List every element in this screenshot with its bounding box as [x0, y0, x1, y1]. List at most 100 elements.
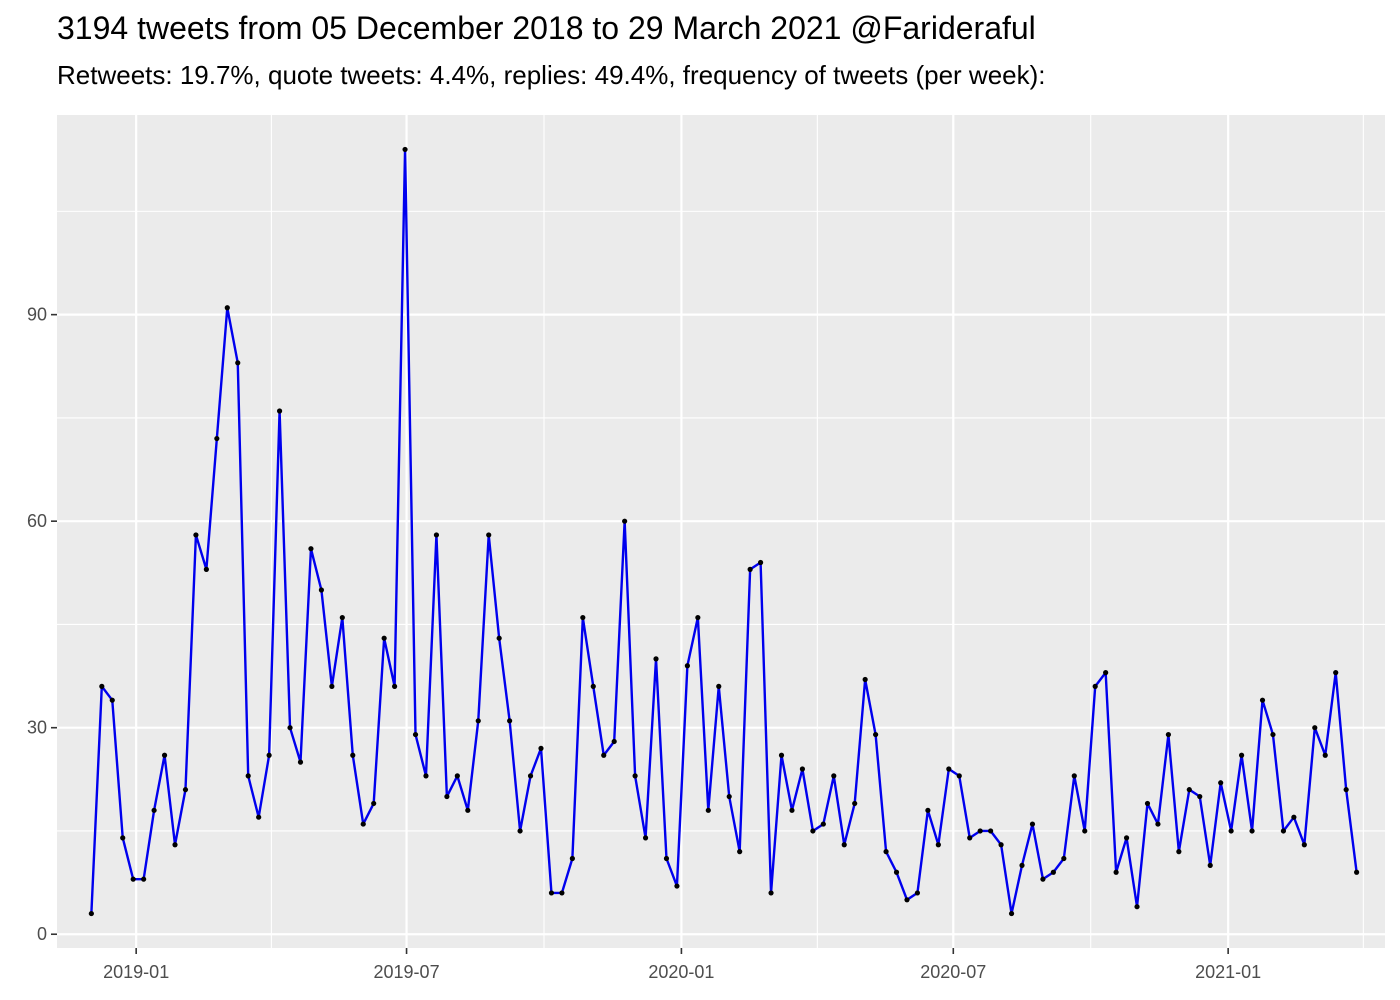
- data-point: [1301, 842, 1307, 848]
- data-point: [778, 752, 785, 758]
- x-tick-label: 2019-07: [374, 962, 440, 982]
- x-tick-label: 2020-01: [648, 962, 714, 982]
- data-point: [1197, 793, 1203, 800]
- data-point: [193, 532, 199, 538]
- data-point: [1019, 862, 1025, 868]
- data-point: [1312, 725, 1318, 731]
- data-point: [1207, 862, 1213, 868]
- data-point: [1249, 828, 1255, 834]
- data-point: [841, 842, 847, 848]
- data-point: [663, 855, 670, 862]
- data-point: [967, 835, 973, 841]
- data-point: [1280, 828, 1287, 834]
- data-point: [1165, 731, 1171, 738]
- data-point: [433, 532, 440, 538]
- data-point: [412, 731, 419, 738]
- data-point: [517, 828, 523, 834]
- data-point: [454, 773, 460, 779]
- data-point: [1113, 869, 1119, 875]
- data-point: [768, 890, 774, 896]
- data-point: [831, 773, 837, 779]
- data-point: [653, 656, 659, 662]
- data-point: [789, 807, 795, 813]
- data-point: [444, 793, 450, 800]
- data-point: [224, 305, 230, 311]
- data-point: [590, 683, 596, 689]
- data-point: [329, 683, 335, 689]
- y-tick-label: 90: [27, 305, 47, 325]
- data-point: [674, 883, 680, 889]
- data-point: [1103, 670, 1109, 676]
- series-layer: [90, 148, 1358, 915]
- data-point: [695, 614, 701, 621]
- data-point: [747, 566, 753, 572]
- minor-gridlines: [57, 115, 1385, 948]
- data-points: [88, 146, 1360, 917]
- data-point: [235, 360, 241, 366]
- x-tick-label: 2019-01: [103, 962, 169, 982]
- data-point: [904, 897, 910, 903]
- data-point: [1343, 787, 1349, 793]
- data-point: [1354, 869, 1360, 875]
- data-point: [716, 683, 722, 689]
- data-point: [998, 842, 1004, 848]
- x-tick-label: 2021-01: [1195, 962, 1261, 982]
- data-point: [1333, 670, 1339, 676]
- plot-panel: [57, 115, 1385, 948]
- data-point: [172, 842, 178, 848]
- data-point: [214, 435, 220, 442]
- data-point: [99, 683, 105, 689]
- data-point: [350, 752, 356, 758]
- data-point: [130, 876, 136, 882]
- data-point: [1071, 773, 1077, 779]
- y-tick-label: 30: [27, 718, 47, 738]
- chart-subtitle: Retweets: 19.7%, quote tweets: 4.4%, rep…: [57, 60, 1046, 90]
- data-point: [1155, 821, 1161, 827]
- data-point: [88, 910, 94, 917]
- data-point: [266, 752, 272, 758]
- data-point: [925, 807, 931, 813]
- data-point: [1092, 683, 1098, 689]
- data-point: [475, 718, 481, 724]
- data-point: [423, 773, 429, 779]
- data-point: [810, 828, 816, 834]
- axis-ticks: [51, 313, 1229, 954]
- data-point: [486, 532, 492, 538]
- data-point: [548, 890, 555, 896]
- data-point: [726, 793, 732, 800]
- x-tick-label: 2020-07: [920, 962, 986, 982]
- data-point: [256, 814, 262, 820]
- data-point: [381, 635, 387, 641]
- data-point: [737, 849, 743, 855]
- data-point: [1134, 904, 1140, 910]
- data-point: [580, 614, 586, 621]
- data-point: [1050, 869, 1056, 875]
- data-point: [1259, 697, 1266, 703]
- data-point: [1186, 787, 1192, 793]
- data-point: [161, 752, 168, 758]
- data-point: [946, 766, 952, 772]
- data-point: [203, 566, 209, 572]
- data-point: [1123, 835, 1130, 841]
- data-point: [371, 800, 377, 807]
- tick-labels: 0 30 60 90 2019-01 2019-07 2020-01 2020-07 2021-…: [27, 305, 1261, 982]
- data-point: [611, 738, 617, 745]
- data-point: [559, 890, 565, 896]
- data-point: [1218, 780, 1224, 786]
- data-point: [632, 773, 638, 779]
- data-point: [1291, 814, 1297, 820]
- data-point: [1008, 910, 1015, 917]
- data-point: [151, 807, 157, 813]
- data-point: [893, 869, 900, 875]
- data-point: [182, 787, 189, 793]
- data-point: [339, 614, 345, 621]
- data-point: [507, 718, 513, 724]
- data-point: [538, 745, 544, 751]
- data-point: [705, 807, 711, 813]
- data-point: [622, 518, 628, 524]
- data-point: [883, 849, 889, 855]
- data-point: [1228, 828, 1234, 834]
- data-point: [601, 752, 607, 758]
- data-point: [276, 408, 283, 414]
